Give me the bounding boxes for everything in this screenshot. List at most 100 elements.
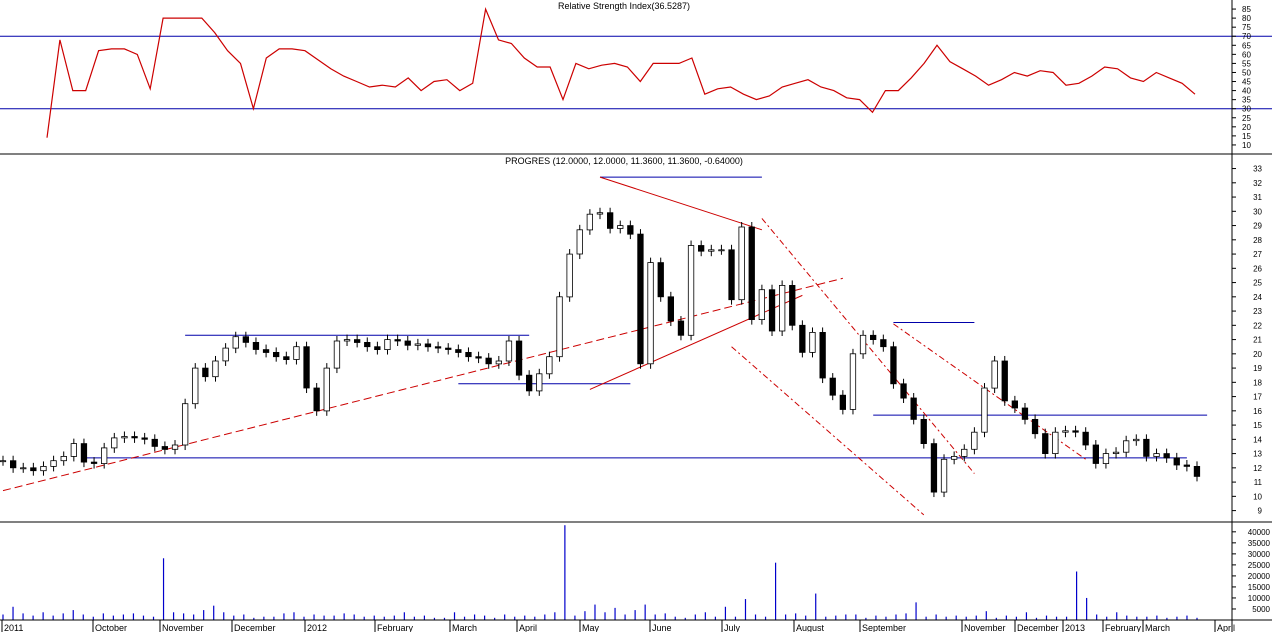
price-bar [414,343,422,346]
price-bar [30,467,37,472]
price-tick-label: 28 [1253,236,1262,245]
price-bar [799,324,806,353]
x-tick-label: May [582,623,600,632]
price-bar [131,436,138,439]
price-tick-label: 14 [1253,435,1262,444]
price-bar [394,339,401,342]
price-bar [1143,438,1150,457]
price-title: PROGRES (12.0000, 12.0000, 11.3600, 11.3… [505,156,743,166]
price-tick-label: 23 [1253,307,1262,316]
price-bar [829,377,836,396]
price-bar [353,339,361,343]
price-bar [151,438,158,447]
x-tick-label: September [862,623,906,632]
x-tick-label: 2013 [1065,623,1085,632]
price-bar [202,367,209,378]
price-bar [90,461,98,464]
price-bar [515,340,523,376]
rsi-tick-label: 50 [1242,68,1251,77]
price-bar [374,346,381,351]
price-bar [161,446,169,450]
rsi-tick-label: 30 [1242,105,1251,114]
price-bar [1173,457,1180,466]
price-tick-label: 13 [1253,450,1262,459]
price-bar [212,360,219,378]
price-bar [171,444,179,450]
price-tick-label: 27 [1253,250,1262,259]
price-tick-label: 20 [1253,350,1262,359]
trendline-resistance [893,323,1086,460]
x-tick-label: 2012 [307,623,327,632]
price-bar [961,448,968,457]
price-bar [637,233,644,365]
price-bar [809,331,816,353]
price-bar [333,340,341,369]
price-tick-label: 30 [1253,207,1262,216]
price-bar [475,356,482,359]
price-bar [971,431,978,450]
price-tick-label: 31 [1253,193,1262,202]
price-bar [1133,438,1140,442]
price-bar [708,249,715,252]
price-bar [242,336,250,343]
price-bar [445,347,452,350]
price-bar [536,373,543,392]
price-bar [60,455,67,462]
price-bar [181,403,189,446]
x-tick-label: March [1145,623,1170,632]
trendline-support [2,277,843,492]
price-bar [283,356,290,361]
x-tick-label: December [1017,623,1059,632]
price-bar [748,226,755,320]
price-bar [1092,444,1099,464]
price-bar [9,460,17,469]
price-bar [556,296,563,358]
x-tick-label: August [796,623,825,632]
price-bar [617,225,624,229]
price-bar [566,253,573,298]
price-bar [323,367,330,412]
price-bar [991,360,998,389]
price-bar [667,296,674,322]
price-bar [485,357,492,365]
price-tick-label: 10 [1253,492,1262,501]
price-bar [981,387,988,433]
price-bar [900,383,907,399]
volume-tick-label: 10000 [1248,594,1271,603]
price-bar [657,262,664,298]
trendline-resistance [599,176,763,231]
price-tick-label: 22 [1253,321,1262,330]
volume-tick-label: 40000 [1248,528,1271,537]
x-tick-label: February [1105,623,1142,632]
price-bar [313,387,320,412]
rsi-tick-label: 65 [1242,41,1251,50]
price-bar [910,397,917,420]
price-bar [495,360,503,365]
price-bar [303,346,310,389]
price-bar [1052,431,1059,455]
price-bar [789,284,796,326]
price-bar [1011,400,1018,409]
price-tick-label: 11 [1254,478,1263,487]
price-bar [111,437,118,449]
volume-tick-label: 25000 [1248,561,1271,570]
price-bar [677,320,685,336]
rsi-tick-label: 80 [1242,14,1251,23]
rsi-tick-label: 70 [1242,32,1251,41]
price-bar [465,351,472,358]
price-tick-label: 29 [1253,222,1262,231]
price-tick-label: 32 [1253,179,1262,188]
price-tick-label: 17 [1253,393,1262,402]
price-tick-label: 15 [1253,421,1262,430]
x-tick-label: February [377,623,414,632]
price-tick-label: 16 [1253,407,1262,416]
rsi-tick-label: 45 [1242,78,1251,87]
price-bar [849,353,857,410]
price-bar [526,374,533,392]
x-tick-label: June [652,623,672,632]
price-bar [272,351,280,358]
price-bar [819,331,826,379]
price-bar [718,249,725,252]
